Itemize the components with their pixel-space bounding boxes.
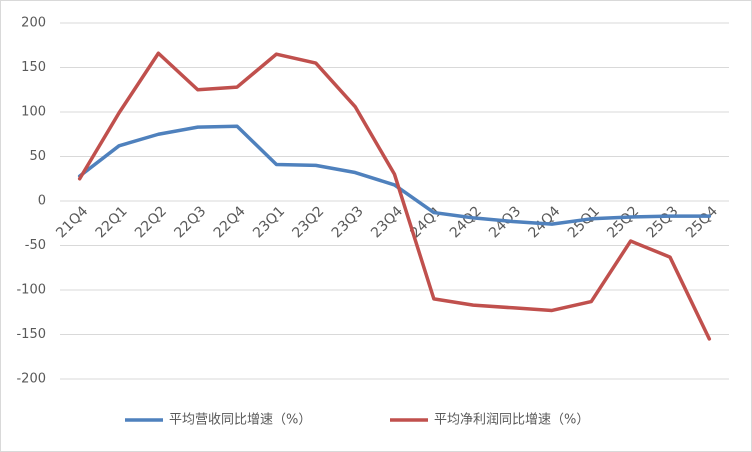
y-tick-label: -100 xyxy=(16,283,46,298)
y-tick-label: -200 xyxy=(16,372,46,387)
y-tick-label: 200 xyxy=(21,16,46,31)
y-tick-label: 50 xyxy=(29,149,46,164)
series-line xyxy=(77,124,712,226)
y-tick-label: 0 xyxy=(38,194,46,209)
y-tick-label: -50 xyxy=(25,238,46,253)
y-tick-label: -150 xyxy=(16,327,46,342)
legend-label: 平均净利润同比增速（%） xyxy=(434,413,589,428)
legend-label: 平均营收同比增速（%） xyxy=(169,413,311,428)
y-tick-label: 100 xyxy=(21,105,46,120)
series-line xyxy=(77,51,712,341)
y-tick-label: 150 xyxy=(21,60,46,75)
